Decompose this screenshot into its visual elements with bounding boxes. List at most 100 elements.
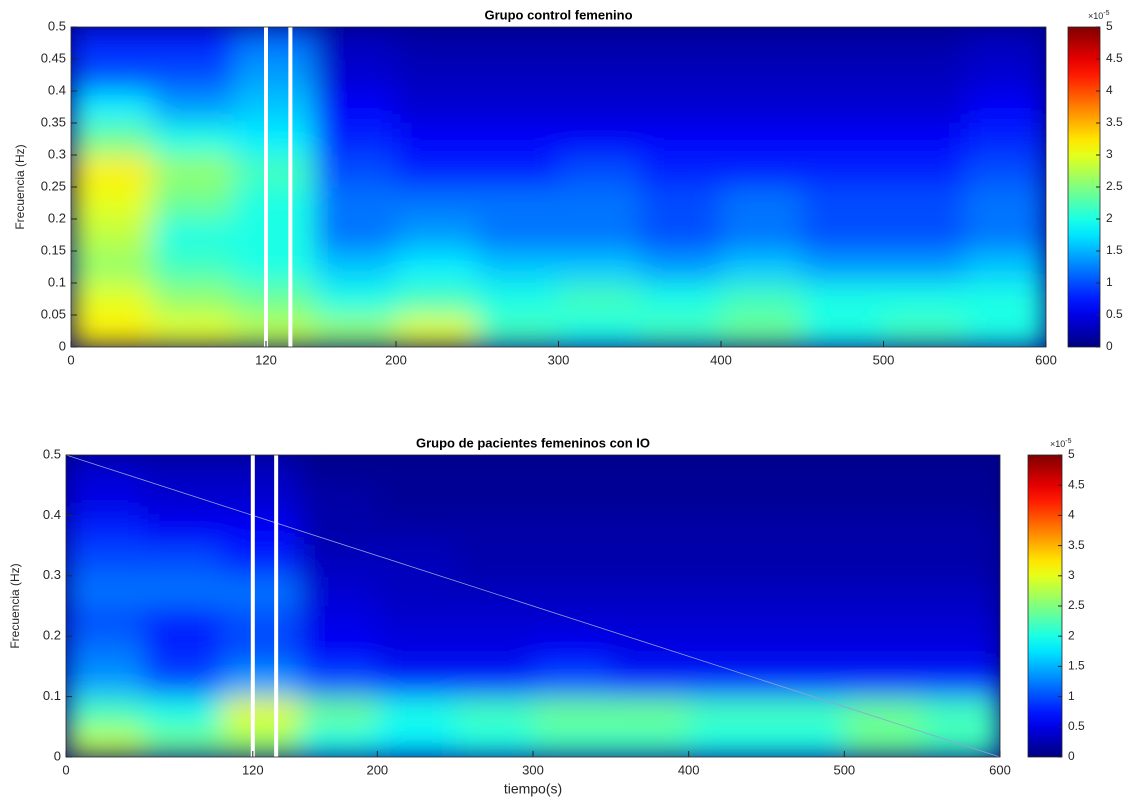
heat-cell [66, 575, 145, 607]
heat-cell [477, 27, 559, 60]
x-tick-label: 600 [989, 762, 1011, 777]
heat-cell [883, 251, 966, 284]
heat-cell [143, 455, 223, 486]
heat-cell [477, 315, 559, 347]
heat-cell [377, 515, 456, 547]
heat-cell [558, 219, 641, 252]
colorbar-tick-label: 1.5 [1068, 659, 1085, 673]
y-tick-label: 0.4 [43, 507, 61, 522]
heat-cell [377, 666, 456, 698]
heat-cell [314, 59, 397, 92]
heat-cell [314, 155, 397, 188]
heat-cell [143, 726, 223, 757]
heat-cell [66, 455, 145, 486]
heat-cell [299, 455, 378, 486]
heat-cell [922, 726, 1000, 757]
heat-cell [477, 123, 559, 156]
heat-cell [883, 187, 966, 220]
heat-cell [396, 219, 478, 252]
x-tick-label: 120 [242, 762, 264, 777]
heat-cell [922, 575, 1000, 607]
x-tick-label: 500 [833, 762, 855, 777]
heat-cell [844, 545, 923, 577]
heat-cell [299, 485, 378, 516]
heat-cell [721, 27, 803, 60]
colorbar-tick-label: 4.5 [1106, 51, 1123, 65]
heat-cell [558, 155, 641, 188]
heat-cell [922, 696, 1000, 728]
heat-cell [233, 219, 316, 252]
heat-cell [143, 636, 223, 667]
heat-cell [221, 575, 300, 607]
heat-cell [221, 666, 300, 698]
colorbar-exponent: ×10-5 [1050, 438, 1072, 450]
heat-cell [396, 283, 478, 316]
heat-cell [766, 666, 845, 698]
heat-cell [66, 636, 145, 667]
heat-cell [639, 219, 722, 252]
heat-cell [455, 515, 534, 547]
heat-cell [610, 515, 690, 547]
x-tick-label: 0 [62, 762, 69, 777]
heat-cell [802, 219, 884, 252]
heat-cell [314, 187, 397, 220]
colorbar-tick-label: 2 [1106, 211, 1113, 225]
heat-cell [299, 696, 378, 728]
colorbar-tick-label: 4 [1068, 508, 1075, 522]
heat-cell [533, 485, 612, 516]
x-tick-label: 200 [385, 352, 407, 367]
heat-cell [721, 155, 803, 188]
heat-cell [66, 696, 145, 728]
heat-cell [533, 666, 612, 698]
heat-cell [688, 606, 767, 637]
x-tick-label: 500 [873, 352, 895, 367]
heat-cell [152, 251, 234, 284]
heat-cell [610, 575, 690, 607]
heat-cell [221, 696, 300, 728]
heat-cell [396, 251, 478, 284]
heat-cell [233, 251, 316, 284]
heat-cell [152, 283, 234, 316]
heat-cell [766, 545, 845, 577]
colorbar-tick-label: 0 [1106, 339, 1113, 353]
heat-cell [721, 251, 803, 284]
heat-cell [721, 91, 803, 124]
heat-cell [233, 91, 316, 124]
heat-cell [639, 59, 722, 92]
heat-cell [455, 696, 534, 728]
heat-cell [233, 123, 316, 156]
y-tick-label: 0.15 [41, 242, 66, 257]
heat-cell [610, 636, 690, 667]
heat-cell [639, 283, 722, 316]
colorbar-exponent: ×10-5 [1088, 10, 1110, 22]
heat-cell [766, 696, 845, 728]
heat-cell [143, 696, 223, 728]
heat-cell [455, 726, 534, 757]
x-tick-label: 400 [710, 352, 732, 367]
heat-cell [922, 636, 1000, 667]
heat-cell [721, 123, 803, 156]
heat-cell [721, 219, 803, 252]
heat-cell [964, 123, 1046, 156]
heat-cell [533, 696, 612, 728]
heat-cell [802, 27, 884, 60]
heat-cell [610, 545, 690, 577]
heat-cell [152, 59, 234, 92]
y-tick-label: 0.1 [43, 688, 61, 703]
heat-cell [688, 636, 767, 667]
heat-cell [221, 485, 300, 516]
heat-cell [233, 59, 316, 92]
heat-cell [844, 606, 923, 637]
heat-cell [71, 251, 153, 284]
heat-cell [558, 187, 641, 220]
heat-cell [610, 666, 690, 698]
heat-cell [883, 27, 966, 60]
heat-cell [964, 219, 1046, 252]
y-tick-label: 0.45 [41, 50, 66, 65]
heat-cell [396, 59, 478, 92]
y-tick-label: 0 [54, 748, 61, 763]
heat-cell [477, 283, 559, 316]
heat-cell [377, 606, 456, 637]
heat-cell [844, 726, 923, 757]
heat-cell [844, 455, 923, 486]
